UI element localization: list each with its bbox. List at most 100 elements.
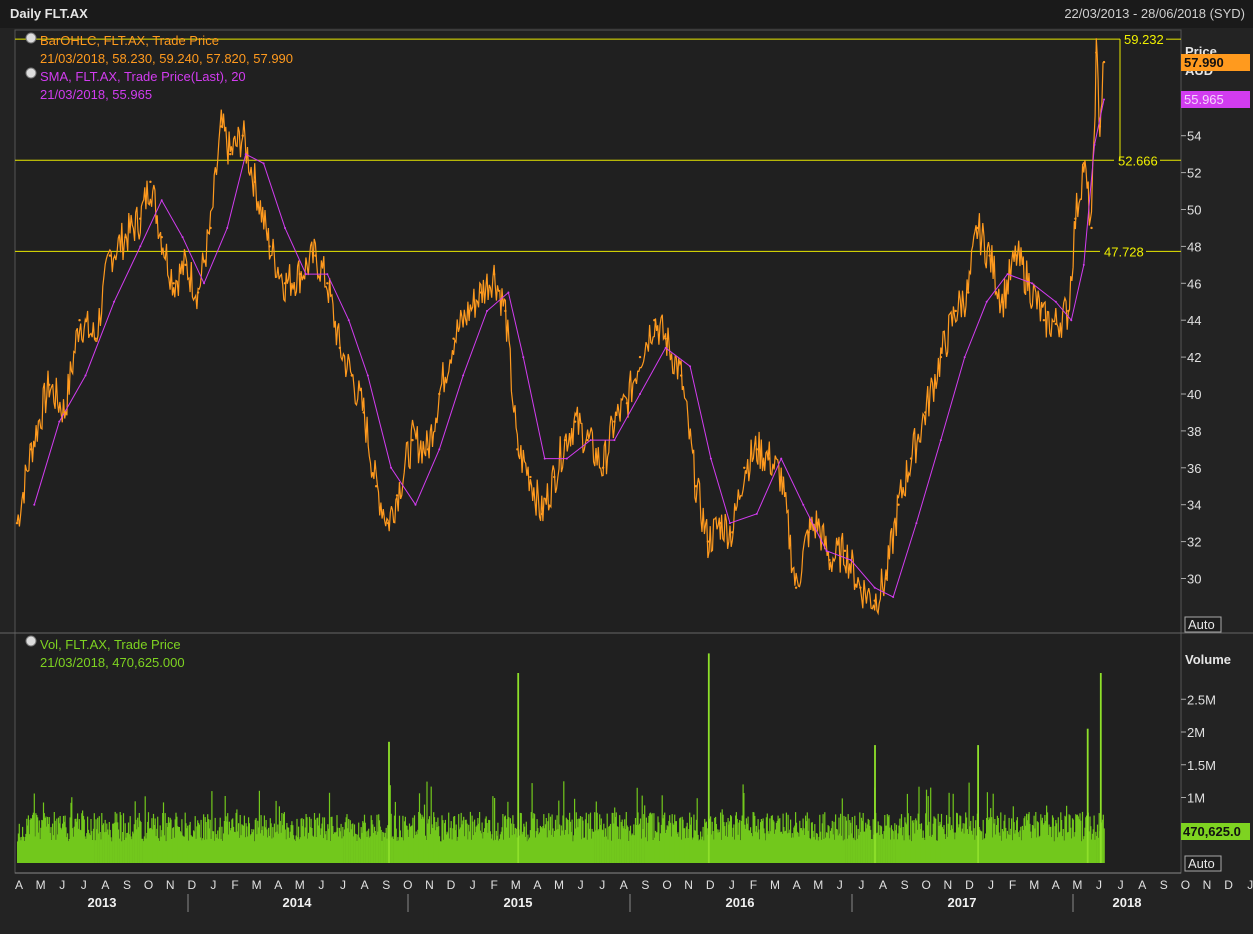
- volume-bar: [824, 812, 826, 863]
- price-point: [78, 319, 81, 322]
- volume-bar: [817, 840, 819, 863]
- month-label: A: [793, 878, 801, 892]
- volume-bar: [186, 828, 188, 863]
- volume-bar: [740, 840, 742, 863]
- volume-bar: [910, 841, 913, 863]
- volume-bar: [936, 840, 938, 863]
- volume-bar: [109, 829, 111, 863]
- month-label: D: [187, 878, 196, 892]
- volume-bar: [529, 830, 531, 863]
- volume-bar: [855, 840, 857, 863]
- volume-bar: [172, 828, 174, 863]
- volume-bar: [442, 820, 444, 863]
- volume-bar: [63, 821, 65, 863]
- volume-bar: [755, 831, 757, 863]
- volume-bar: [90, 819, 92, 863]
- volume-bar: [1031, 825, 1033, 863]
- volume-bar: [674, 821, 677, 863]
- volume-bar: [300, 818, 302, 863]
- volume-bar: [217, 830, 219, 863]
- legend-icon[interactable]: [25, 32, 37, 44]
- volume-bar: [338, 836, 340, 863]
- price-auto-button[interactable]: Auto: [1184, 616, 1222, 633]
- volume-bar: [938, 825, 940, 863]
- price-point: [679, 374, 683, 377]
- volume-bar: [48, 817, 50, 863]
- volume-bar: [283, 813, 285, 863]
- volume-legend-values: 21/03/2018, 470,625.000: [40, 655, 185, 670]
- volume-bar: [144, 796, 146, 863]
- volume-bar: [102, 825, 104, 863]
- volume-bar: [650, 814, 652, 863]
- volume-bar: [928, 821, 930, 863]
- volume-bar: [594, 812, 596, 863]
- volume-bar: [481, 822, 483, 863]
- volume-bar: [959, 815, 961, 863]
- sma-point: [565, 457, 568, 460]
- volume-bar: [836, 829, 838, 863]
- volume-bar: [430, 786, 432, 863]
- volume-bar: [658, 822, 660, 863]
- month-label: N: [943, 878, 952, 892]
- volume-bar: [978, 827, 980, 863]
- volume-bar: [979, 829, 981, 863]
- volume-bar: [433, 812, 435, 863]
- volume-bar: [722, 814, 724, 863]
- price-point: [706, 540, 710, 543]
- volume-bar: [1052, 817, 1054, 863]
- volume-bar: [278, 833, 280, 863]
- year-label: 2016: [726, 895, 755, 910]
- volume-auto-button[interactable]: Auto: [1184, 855, 1222, 872]
- volume-bar: [853, 839, 855, 863]
- volume-bar: [152, 813, 155, 863]
- volume-bar: [483, 832, 485, 863]
- sma-point: [304, 273, 307, 276]
- volume-bar: [636, 787, 638, 863]
- volume-bar: [715, 816, 717, 863]
- volume-bar: [689, 824, 692, 863]
- month-label: F: [231, 878, 238, 892]
- volume-bar: [464, 836, 466, 863]
- month-label: J: [59, 878, 65, 892]
- volume-bar: [644, 837, 647, 863]
- volume-bar: [578, 818, 580, 863]
- volume-bar: [337, 827, 339, 863]
- volume-bar: [397, 837, 399, 863]
- volume-bar: [159, 825, 161, 863]
- sma-point: [244, 153, 247, 156]
- price-point: [975, 226, 979, 230]
- volume-bar: [798, 836, 800, 863]
- volume-bar: [858, 835, 860, 863]
- volume-bar: [635, 825, 637, 863]
- legend-icon[interactable]: [25, 67, 37, 79]
- volume-bar: [404, 816, 406, 863]
- volume-bar: [1044, 815, 1046, 863]
- volume-bar: [935, 840, 938, 863]
- month-label: F: [750, 878, 757, 892]
- price-point: [1015, 254, 1018, 257]
- volume-bar: [668, 820, 670, 863]
- price-tick-label: 44: [1187, 313, 1201, 328]
- volume-bar: [424, 835, 426, 863]
- volume-bar: [587, 823, 589, 863]
- volume-bar: [948, 792, 950, 863]
- volume-bar: [754, 815, 756, 863]
- volume-bar: [162, 802, 165, 863]
- volume-bar: [201, 840, 203, 863]
- volume-bar: [908, 835, 910, 863]
- volume-bar: [820, 839, 823, 863]
- volume-bar: [32, 814, 34, 863]
- volume-bar: [522, 831, 524, 863]
- volume-bar: [857, 828, 859, 863]
- price-point: [988, 254, 991, 257]
- volume-bar: [597, 830, 599, 863]
- legend-icon[interactable]: [25, 635, 37, 647]
- volume-bar: [366, 837, 368, 863]
- price-point: [516, 448, 519, 451]
- volume-bar: [910, 816, 912, 863]
- volume-bar: [926, 825, 928, 863]
- volume-bar: [449, 827, 451, 863]
- volume-bar: [324, 834, 326, 863]
- volume-bar: [86, 833, 88, 863]
